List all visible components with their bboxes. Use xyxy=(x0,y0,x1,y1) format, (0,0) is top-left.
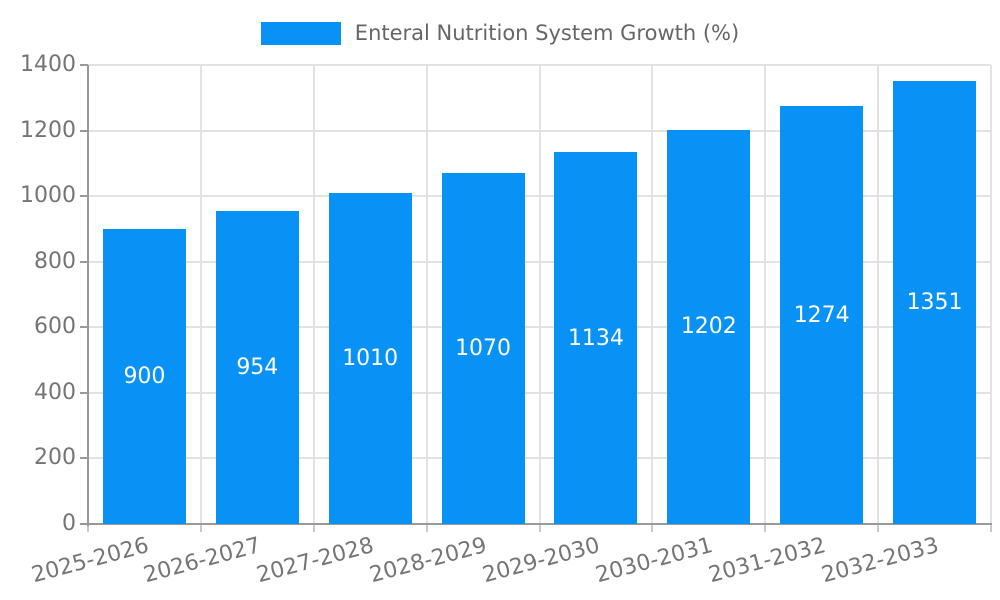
y-axis-tick-label: 600 xyxy=(34,314,76,340)
x-axis-category-label: 2030-2031 xyxy=(592,533,716,589)
bar-value-label: 954 xyxy=(236,355,279,381)
x-axis-category-label: 2027-2028 xyxy=(254,533,377,589)
x-axis-category-label: 2028-2029 xyxy=(367,533,490,589)
bar: 954 xyxy=(215,211,299,524)
x-axis-category-label: 2025-2026 xyxy=(28,533,151,589)
x-axis-tick xyxy=(651,524,654,532)
legend-swatch-icon xyxy=(260,21,341,45)
bar: 900 xyxy=(102,228,186,524)
legend-label: Enteral Nutrition System Growth (%) xyxy=(354,21,740,45)
x-gridline xyxy=(425,65,428,524)
y-axis-tick-label: 1000 xyxy=(20,183,76,209)
bar-value-label: 1010 xyxy=(342,345,399,371)
bar-value-label: 1274 xyxy=(793,302,850,328)
y-axis-line xyxy=(87,65,89,526)
bar: 1134 xyxy=(554,152,638,524)
x-axis-category-label: 2031-2032 xyxy=(705,533,829,589)
y-axis-tick-label: 800 xyxy=(34,248,76,274)
y-axis-tick xyxy=(80,195,88,198)
x-axis-category-label: 2026-2027 xyxy=(141,533,264,589)
x-axis-tick xyxy=(990,524,992,532)
x-gridline xyxy=(877,65,880,524)
y-axis-tick-label: 0 xyxy=(62,511,76,536)
x-axis-tick xyxy=(877,524,880,532)
y-axis-tick-label: 1400 xyxy=(20,52,76,77)
x-axis-category-label: 2029-2030 xyxy=(480,533,603,589)
y-axis-tick-label: 1200 xyxy=(20,117,76,143)
x-gridline xyxy=(764,65,767,524)
bar: 1010 xyxy=(328,192,412,524)
x-axis-tick xyxy=(425,524,428,532)
y-axis-tick-label: 200 xyxy=(34,445,76,471)
x-gridline xyxy=(538,65,541,524)
x-gridline xyxy=(651,65,654,524)
bar: 1274 xyxy=(780,106,864,524)
y-gridline xyxy=(88,64,991,66)
bar-value-label: 1134 xyxy=(567,325,624,351)
bar-value-label: 1351 xyxy=(906,290,963,316)
x-axis-tick xyxy=(764,524,767,532)
bar: 1070 xyxy=(441,173,525,524)
y-axis-tick xyxy=(80,64,88,66)
x-axis-line xyxy=(87,523,992,525)
y-axis-tick xyxy=(80,326,88,329)
y-axis-tick xyxy=(80,391,88,394)
x-gridline xyxy=(312,65,315,524)
y-axis-tick xyxy=(80,260,88,263)
y-axis-tick xyxy=(80,523,88,525)
x-axis-tick xyxy=(199,524,202,532)
bar: 1351 xyxy=(893,81,977,524)
y-axis-tick xyxy=(80,129,88,132)
x-axis-tick xyxy=(87,524,89,532)
bar-value-label: 900 xyxy=(123,363,166,389)
bar-value-label: 1070 xyxy=(455,336,512,362)
y-axis-tick-label: 400 xyxy=(34,379,76,405)
x-axis-category-label: 2032-2033 xyxy=(818,533,942,589)
x-gridline xyxy=(990,65,992,524)
x-axis-tick xyxy=(312,524,315,532)
x-axis-tick xyxy=(538,524,541,532)
bar-value-label: 1202 xyxy=(680,314,737,340)
x-gridline xyxy=(199,65,202,524)
chart-legend[interactable]: Enteral Nutrition System Growth (%) xyxy=(0,14,1000,52)
bar: 1202 xyxy=(667,129,751,524)
y-axis-tick xyxy=(80,457,88,460)
